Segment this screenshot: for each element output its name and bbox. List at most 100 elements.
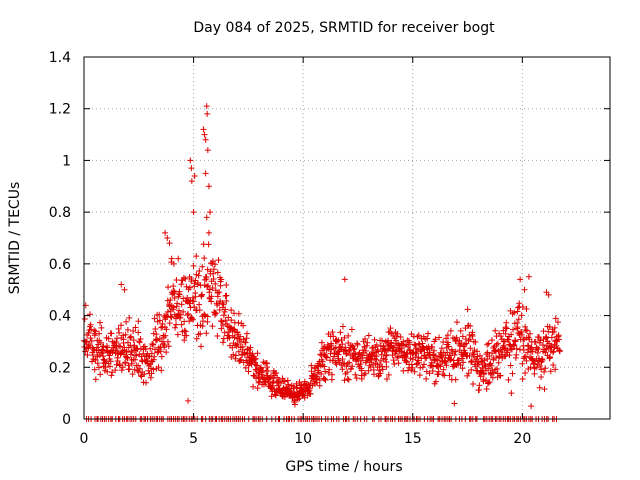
data-point xyxy=(535,345,542,352)
data-point xyxy=(373,342,380,349)
data-point xyxy=(524,349,531,356)
data-point xyxy=(185,397,192,404)
data-point xyxy=(518,329,525,336)
data-point xyxy=(266,374,273,381)
y-tick-label: 1 xyxy=(62,153,71,169)
data-point xyxy=(254,385,261,392)
data-point xyxy=(254,350,261,357)
data-point xyxy=(443,335,450,342)
data-point xyxy=(114,348,121,355)
data-point xyxy=(272,392,279,399)
data-point xyxy=(378,337,385,344)
data-point xyxy=(493,341,500,348)
data-point xyxy=(214,269,221,276)
data-point xyxy=(172,324,179,331)
data-point xyxy=(164,235,171,241)
data-point xyxy=(494,365,501,372)
data-point xyxy=(551,324,558,331)
data-point xyxy=(365,332,372,339)
data-point xyxy=(389,352,396,359)
data-point xyxy=(218,318,225,325)
data-point xyxy=(186,284,193,291)
data-point xyxy=(130,328,137,335)
data-point xyxy=(414,360,421,367)
data-point xyxy=(436,334,443,341)
data-point xyxy=(279,375,286,382)
data-point xyxy=(208,293,215,300)
data-point xyxy=(457,327,464,334)
data-point xyxy=(483,385,490,392)
data-point xyxy=(141,371,148,378)
data-point xyxy=(354,340,361,347)
data-point xyxy=(83,338,90,345)
y-tick-label: 0.6 xyxy=(49,257,71,273)
data-point xyxy=(107,358,114,365)
data-point xyxy=(164,297,171,304)
data-point xyxy=(92,328,99,335)
data-point xyxy=(82,348,89,355)
data-point xyxy=(108,372,115,379)
data-point xyxy=(210,275,217,282)
data-point xyxy=(137,336,144,343)
data-point xyxy=(390,357,397,364)
data-point xyxy=(182,328,189,335)
data-point xyxy=(484,349,491,356)
data-point xyxy=(118,367,125,374)
data-point xyxy=(322,368,329,375)
data-point xyxy=(474,348,481,355)
data-point xyxy=(228,317,235,324)
data-point xyxy=(321,363,328,370)
data-point xyxy=(514,308,521,315)
data-point xyxy=(200,318,207,325)
data-point xyxy=(203,214,210,221)
data-point xyxy=(88,326,95,333)
data-point xyxy=(545,291,552,298)
data-point xyxy=(170,304,177,311)
data-point xyxy=(216,289,223,296)
data-point xyxy=(168,255,175,262)
data-point xyxy=(145,353,152,360)
data-point xyxy=(334,348,341,355)
data-point xyxy=(128,347,135,354)
data-point xyxy=(130,337,137,344)
data-point xyxy=(371,336,378,343)
data-point xyxy=(514,324,521,331)
data-point xyxy=(364,339,371,346)
data-point xyxy=(128,360,135,367)
data-point xyxy=(411,368,418,375)
data-point xyxy=(123,354,130,361)
data-point xyxy=(212,261,219,268)
data-point xyxy=(228,307,235,314)
chart-title: Day 084 of 2025, SRMTID for receiver bog… xyxy=(193,20,495,36)
data-point xyxy=(403,358,410,365)
data-point xyxy=(382,347,389,354)
data-point xyxy=(124,355,131,362)
data-point xyxy=(387,343,394,350)
data-point xyxy=(202,312,209,319)
data-point xyxy=(513,351,520,358)
data-point xyxy=(441,372,448,379)
data-point xyxy=(411,341,418,348)
data-point xyxy=(432,336,439,343)
data-point xyxy=(321,375,328,382)
data-point xyxy=(339,355,346,362)
data-point xyxy=(207,268,214,275)
data-point xyxy=(247,344,254,351)
data-point xyxy=(201,255,208,262)
data-point xyxy=(195,272,202,279)
data-point xyxy=(371,352,378,359)
data-point xyxy=(522,370,529,377)
data-point xyxy=(511,342,518,349)
data-point xyxy=(87,335,94,342)
data-point xyxy=(127,334,134,341)
data-point xyxy=(205,282,212,289)
data-point xyxy=(223,281,230,288)
x-tick-label: 15 xyxy=(404,431,422,447)
x-tick-label: 20 xyxy=(513,431,531,447)
data-point xyxy=(515,304,522,311)
data-point xyxy=(532,338,539,345)
data-point xyxy=(529,348,536,355)
data-point xyxy=(95,364,102,371)
data-point xyxy=(198,343,205,350)
data-point xyxy=(204,318,211,325)
